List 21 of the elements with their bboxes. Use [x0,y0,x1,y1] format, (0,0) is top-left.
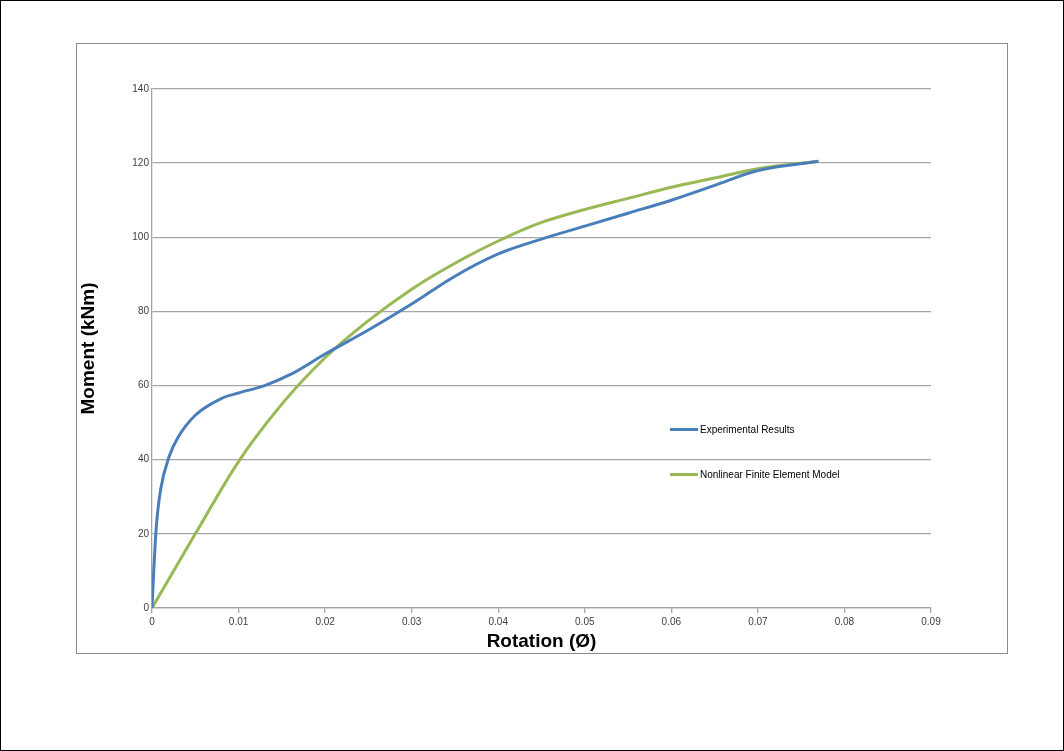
x-tick-label: 0.03 [401,615,422,627]
y-tick-label: 40 [137,453,150,465]
legend-label: Experimental Results [700,423,795,435]
y-tick-label: 0 [143,601,150,613]
x-tick-label: 0.07 [748,615,769,627]
x-tick-label: 0.09 [921,615,942,627]
y-tick-label: 20 [137,527,150,539]
x-tick-label: 0.06 [661,615,682,627]
y-tick-label: 140 [132,82,150,94]
x-tick-label: 0.04 [488,615,509,627]
y-tick-label: 120 [132,156,150,168]
x-tick-label: 0.02 [315,615,336,627]
y-tick-label: 60 [137,379,150,391]
x-tick-label: 0.01 [228,615,249,627]
y-tick-label: 80 [137,305,150,317]
x-tick-label: 0.08 [834,615,855,627]
legend-label: Nonlinear Finite Element Model [700,468,840,480]
x-tick-label: 0.05 [575,615,595,627]
y-tick-label: 100 [132,231,150,243]
y-axis-title: Moment (kNm) [76,282,98,415]
x-axis-title: Rotation (Ø) [486,629,597,651]
